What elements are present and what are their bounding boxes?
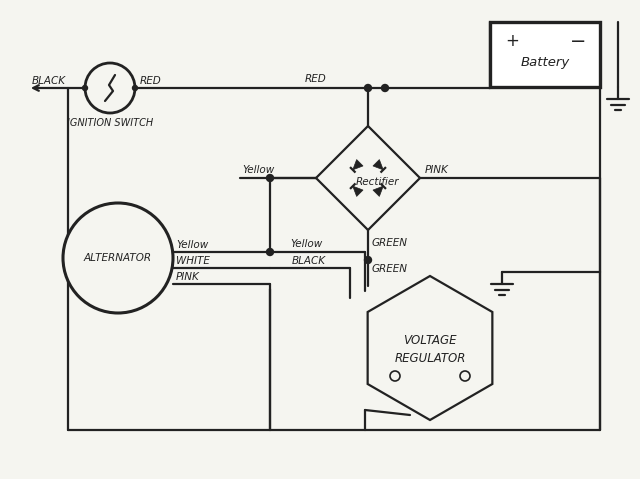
Circle shape: [365, 256, 371, 263]
Circle shape: [266, 249, 273, 255]
Bar: [490, 22, 600, 87]
Text: PINK: PINK: [176, 272, 200, 282]
Text: Yellow: Yellow: [242, 165, 275, 175]
Text: −: −: [570, 32, 586, 51]
Circle shape: [85, 63, 135, 113]
Text: GREEN: GREEN: [372, 264, 408, 274]
Text: RED: RED: [305, 74, 327, 84]
Polygon shape: [353, 160, 363, 170]
Text: RED: RED: [140, 76, 162, 86]
Circle shape: [266, 174, 273, 182]
Text: GREEN: GREEN: [372, 238, 408, 248]
Circle shape: [365, 84, 371, 91]
Text: BLACK: BLACK: [292, 256, 326, 266]
Text: VOLTAGE: VOLTAGE: [403, 333, 457, 346]
Circle shape: [381, 84, 388, 91]
Polygon shape: [353, 186, 363, 196]
Text: Yellow: Yellow: [290, 239, 323, 249]
Text: Battery: Battery: [520, 56, 570, 68]
Text: Rectifier: Rectifier: [356, 177, 399, 187]
Circle shape: [83, 85, 88, 91]
Text: PINK: PINK: [425, 165, 449, 175]
Text: ALTERNATOR: ALTERNATOR: [84, 253, 152, 263]
Text: IGNITION SWITCH: IGNITION SWITCH: [67, 118, 153, 128]
Polygon shape: [373, 160, 383, 170]
Text: WHITE: WHITE: [176, 256, 210, 266]
Text: REGULATOR: REGULATOR: [394, 352, 466, 365]
Circle shape: [63, 203, 173, 313]
Circle shape: [132, 85, 138, 91]
Text: +: +: [505, 32, 519, 50]
Polygon shape: [373, 186, 383, 196]
Text: Yellow: Yellow: [176, 240, 208, 250]
Polygon shape: [316, 126, 420, 230]
Polygon shape: [367, 276, 492, 420]
Text: BLACK: BLACK: [32, 76, 66, 86]
